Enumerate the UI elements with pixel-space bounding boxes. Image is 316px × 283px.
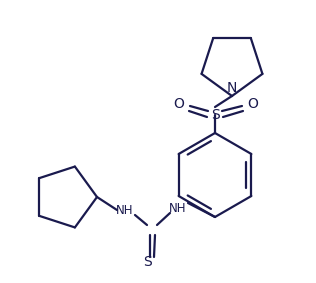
Text: S: S (211, 108, 219, 122)
Text: O: O (247, 97, 258, 111)
Text: N: N (227, 81, 237, 95)
Text: NH: NH (116, 203, 134, 216)
Text: O: O (173, 97, 185, 111)
Text: NH: NH (169, 201, 187, 215)
Text: S: S (144, 255, 152, 269)
